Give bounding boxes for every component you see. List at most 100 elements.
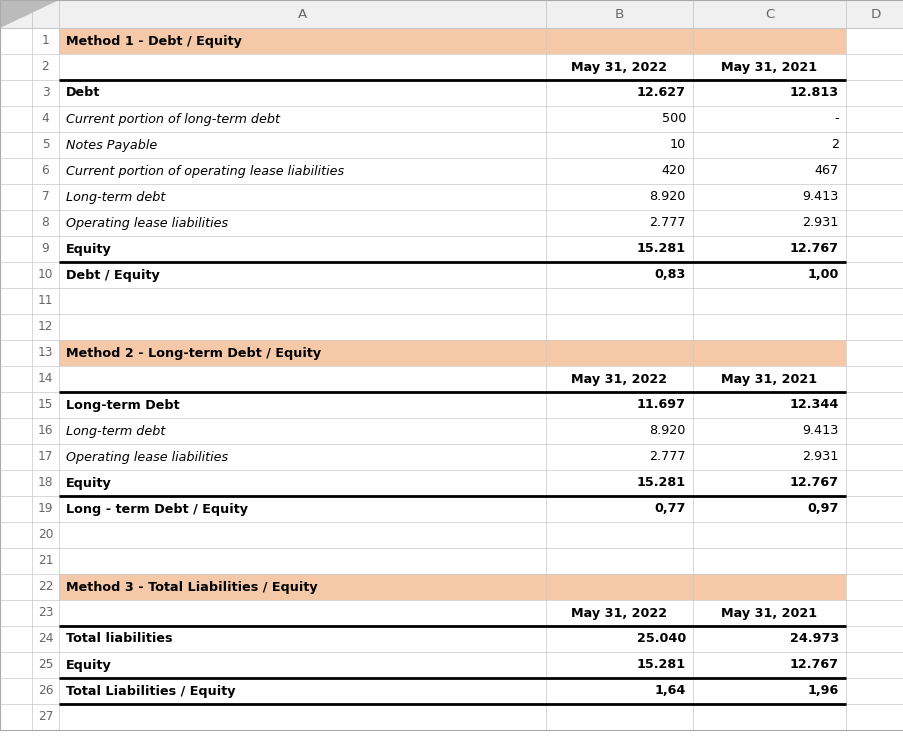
Text: 18: 18: [38, 477, 53, 490]
Text: 22: 22: [38, 581, 53, 593]
Text: May 31, 2022: May 31, 2022: [571, 372, 666, 386]
Text: 5: 5: [42, 138, 50, 151]
Bar: [0, 288, 903, 314]
Text: 15: 15: [38, 399, 53, 411]
Bar: [0, 314, 903, 340]
Text: May 31, 2022: May 31, 2022: [571, 60, 666, 74]
Text: 20: 20: [38, 529, 53, 541]
Text: 21: 21: [38, 554, 53, 568]
Bar: [0, 678, 903, 704]
Text: Debt: Debt: [66, 86, 100, 99]
Text: 16: 16: [38, 424, 53, 438]
Text: 12.813: 12.813: [789, 86, 838, 99]
Bar: [0, 444, 903, 470]
Text: Operating lease liabilities: Operating lease liabilities: [66, 217, 228, 229]
Text: A: A: [298, 8, 307, 20]
Text: May 31, 2021: May 31, 2021: [721, 607, 816, 620]
Bar: [0, 158, 903, 184]
Text: 27: 27: [38, 711, 53, 723]
Text: Method 1 - Debt / Equity: Method 1 - Debt / Equity: [66, 35, 242, 47]
Text: 13: 13: [38, 347, 53, 359]
Text: B: B: [614, 8, 623, 20]
Bar: [0, 366, 903, 392]
Polygon shape: [0, 0, 59, 28]
Text: 0,83: 0,83: [654, 268, 685, 281]
Bar: [0, 548, 903, 574]
Text: 19: 19: [38, 502, 53, 516]
Bar: [845, 574, 903, 600]
Text: 14: 14: [38, 372, 53, 386]
Text: Equity: Equity: [66, 659, 112, 672]
Text: 500: 500: [661, 113, 685, 126]
Text: 1,96: 1,96: [807, 684, 838, 698]
Text: 2: 2: [42, 60, 50, 74]
Text: 2.931: 2.931: [802, 450, 838, 463]
Text: Equity: Equity: [66, 242, 112, 256]
Text: 2: 2: [830, 138, 838, 151]
Bar: [0, 574, 59, 600]
Text: 6: 6: [42, 165, 50, 177]
Text: 9.413: 9.413: [802, 190, 838, 204]
Text: Notes Payable: Notes Payable: [66, 138, 157, 151]
Text: 12.767: 12.767: [789, 659, 838, 672]
Text: Equity: Equity: [66, 477, 112, 490]
Text: 8.920: 8.920: [649, 424, 685, 438]
Bar: [0, 626, 903, 652]
Bar: [0, 340, 59, 366]
Text: Method 2 - Long-term Debt / Equity: Method 2 - Long-term Debt / Equity: [66, 347, 321, 359]
Bar: [59, 28, 845, 54]
Bar: [0, 0, 903, 28]
Bar: [845, 28, 903, 54]
Bar: [0, 522, 903, 548]
Text: 15.281: 15.281: [637, 242, 685, 256]
Text: 2.777: 2.777: [648, 450, 685, 463]
Text: Current portion of long-term debt: Current portion of long-term debt: [66, 113, 280, 126]
Bar: [0, 600, 903, 626]
Text: Debt / Equity: Debt / Equity: [66, 268, 160, 281]
Text: Current portion of operating lease liabilities: Current portion of operating lease liabi…: [66, 165, 344, 177]
Text: Total Liabilities / Equity: Total Liabilities / Equity: [66, 684, 236, 698]
Text: 12.767: 12.767: [789, 477, 838, 490]
Bar: [0, 262, 903, 288]
Text: Long-term Debt: Long-term Debt: [66, 399, 180, 411]
Text: 4: 4: [42, 113, 50, 126]
Bar: [845, 340, 903, 366]
Text: 10: 10: [38, 268, 53, 281]
Text: 23: 23: [38, 607, 53, 620]
Bar: [0, 392, 903, 418]
Text: C: C: [764, 8, 773, 20]
Bar: [0, 236, 903, 262]
Text: May 31, 2021: May 31, 2021: [721, 60, 816, 74]
Text: 24.973: 24.973: [789, 632, 838, 645]
Text: Method 3 - Total Liabilities / Equity: Method 3 - Total Liabilities / Equity: [66, 581, 317, 593]
Bar: [0, 418, 903, 444]
Text: 1,00: 1,00: [806, 268, 838, 281]
Text: 9: 9: [42, 242, 50, 256]
Text: May 31, 2022: May 31, 2022: [571, 607, 666, 620]
Text: 0,97: 0,97: [806, 502, 838, 516]
Text: 1,64: 1,64: [654, 684, 685, 698]
Text: 11.697: 11.697: [637, 399, 685, 411]
Text: 15.281: 15.281: [637, 477, 685, 490]
Bar: [59, 574, 845, 600]
Text: 25.040: 25.040: [636, 632, 685, 645]
Text: 12.344: 12.344: [788, 399, 838, 411]
Bar: [0, 184, 903, 210]
Text: 24: 24: [38, 632, 53, 645]
Bar: [0, 54, 903, 80]
Bar: [0, 704, 903, 730]
Text: D: D: [870, 8, 880, 20]
Text: 8: 8: [42, 217, 50, 229]
Text: 12.767: 12.767: [789, 242, 838, 256]
Text: 11: 11: [38, 295, 53, 308]
Text: 15.281: 15.281: [637, 659, 685, 672]
Text: May 31, 2021: May 31, 2021: [721, 372, 816, 386]
Bar: [0, 210, 903, 236]
Text: 7: 7: [42, 190, 50, 204]
Text: 12.627: 12.627: [637, 86, 685, 99]
Text: 3: 3: [42, 86, 50, 99]
Bar: [0, 132, 903, 158]
Text: 17: 17: [38, 450, 53, 463]
Text: Total liabilities: Total liabilities: [66, 632, 172, 645]
Text: 12: 12: [38, 320, 53, 333]
